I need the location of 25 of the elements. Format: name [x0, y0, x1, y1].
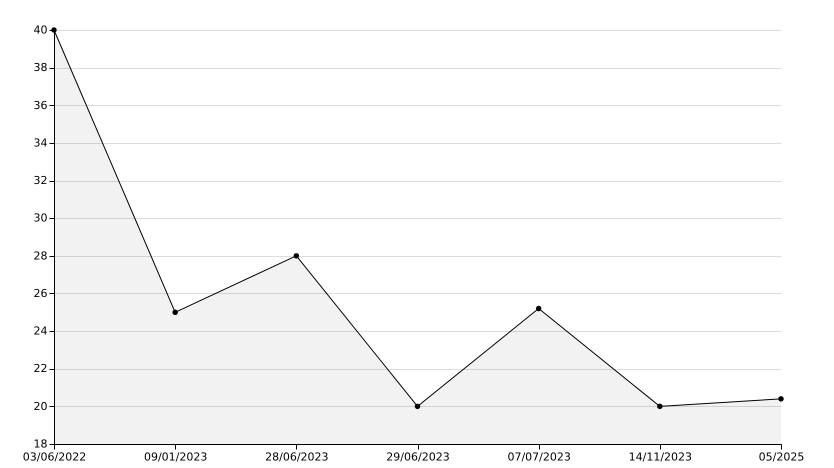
y-tick-label: 24: [34, 324, 48, 338]
point: [414, 404, 420, 410]
x-tick-label: 07/07/2023: [507, 450, 571, 464]
y-tick-label: 36: [34, 98, 48, 112]
point: [778, 396, 784, 402]
x-tick-label: 28/06/2023: [265, 450, 329, 464]
x-tick-label: 14/11/2023: [628, 450, 692, 464]
point: [172, 310, 178, 316]
x-tick-label: 09/01/2023: [144, 450, 208, 464]
y-tick-label: 34: [34, 136, 48, 150]
y-tick-label: 28: [34, 249, 48, 262]
y-tick-label: 38: [34, 61, 48, 74]
y-tick-label: 30: [34, 212, 48, 225]
y-tick-label: 18: [34, 438, 48, 450]
point: [657, 404, 663, 410]
y-tick-label: 32: [34, 174, 48, 188]
x-tick-label: 03/06/2022: [22, 450, 86, 464]
x-tick-label: 29/06/2023: [386, 450, 450, 464]
y-tick-label: 22: [34, 362, 48, 376]
x-tick-label: 05/2025: [758, 450, 804, 464]
point: [536, 306, 542, 312]
y-tick-label: 20: [34, 400, 48, 413]
y-tick-label: 26: [34, 286, 48, 300]
y-tick-label: 40: [34, 24, 48, 36]
point: [294, 253, 300, 259]
